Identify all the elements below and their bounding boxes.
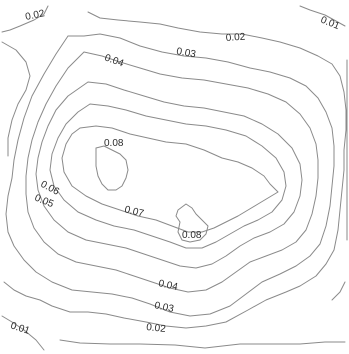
contour-line-008-upper xyxy=(95,145,129,191)
label-002-bottom: 0.02 xyxy=(146,322,167,335)
contour-line-001-top-right xyxy=(299,5,346,27)
contour-line-002 xyxy=(3,11,347,329)
label-001-bottom-left: 0.01 xyxy=(9,320,31,337)
label-007-mid: 0.07 xyxy=(123,204,145,219)
label-004-top: 0.04 xyxy=(103,52,125,69)
label-004-bottom: 0.04 xyxy=(157,278,179,293)
contour-line-004 xyxy=(25,51,319,293)
label-008-upper: 0.08 xyxy=(104,138,124,149)
label-002-top: 0.02 xyxy=(225,32,246,44)
contour-line-001-bottom-left xyxy=(1,315,45,351)
contour-line-002-left xyxy=(1,41,31,157)
contour-line-003 xyxy=(5,33,335,317)
contour-line-edge-bottom xyxy=(59,339,346,349)
contour-line-005 xyxy=(35,81,303,269)
label-001-top-right: 0.01 xyxy=(319,15,342,33)
contour-line-002-top xyxy=(1,5,49,33)
label-003-bottom: 0.03 xyxy=(153,300,175,315)
label-002-top-left: 0.02 xyxy=(24,8,46,23)
contour-line-006 xyxy=(49,103,287,249)
contour-line-008-lower xyxy=(175,203,209,243)
contour-line-edge-right-lower xyxy=(331,281,346,301)
contour-line-007 xyxy=(61,125,279,233)
label-003-top: 0.03 xyxy=(175,46,197,60)
label-008-lower: 0.08 xyxy=(182,230,202,241)
